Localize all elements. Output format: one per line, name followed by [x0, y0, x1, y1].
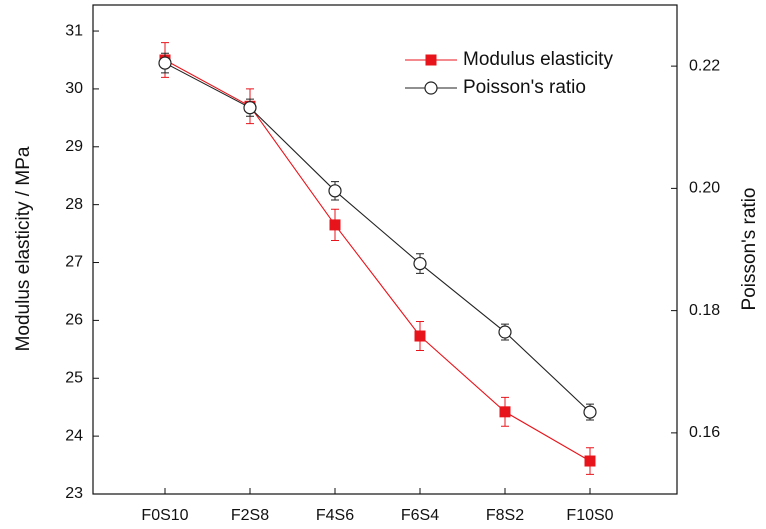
x-tick-label: F2S8: [231, 507, 269, 524]
marker: [243, 101, 257, 115]
y2-tick-label: 0.22: [689, 57, 720, 74]
marker: [158, 56, 172, 70]
plot-frame: [92, 4, 678, 495]
y2-tick-label: 0.20: [689, 180, 720, 197]
x-tick-label: F6S4: [401, 507, 439, 524]
y-axis-label: Modulus elasticity / MPa: [13, 146, 34, 351]
marker: [329, 219, 341, 231]
y-tick-label: 27: [65, 254, 83, 271]
y2-axis-label: Poisson's ratio: [739, 188, 760, 311]
marker: [499, 406, 511, 418]
legend-label: Poisson's ratio: [463, 77, 586, 98]
x-tick-label: F8S2: [486, 507, 524, 524]
x-tick-label: F10S0: [566, 507, 613, 524]
marker: [328, 184, 342, 198]
legend-marker: [425, 54, 437, 66]
marker: [413, 256, 427, 271]
y-tick-label: 29: [65, 138, 83, 155]
x-tick-label: F4S6: [316, 507, 354, 524]
y2-tick-label: 0.18: [689, 302, 720, 319]
y2-tick-label: 0.16: [689, 424, 720, 441]
y-tick-label: 31: [65, 22, 83, 39]
legend-label: Modulus elasticity: [463, 49, 613, 70]
y-tick-label: 28: [65, 196, 83, 213]
y-tick-label: 30: [65, 80, 83, 97]
y-tick-label: 26: [65, 312, 83, 329]
y-tick-label: 25: [65, 369, 83, 386]
legend-marker: [424, 81, 438, 95]
series-line: [164, 59, 591, 462]
y-tick-label: 24: [65, 427, 83, 444]
y-tick-label: 23: [65, 485, 83, 502]
marker: [414, 330, 426, 342]
marker: [498, 325, 512, 339]
series-line: [164, 62, 591, 413]
x-tick-label: F0S10: [141, 507, 188, 524]
marker: [584, 455, 596, 467]
marker: [583, 405, 597, 419]
